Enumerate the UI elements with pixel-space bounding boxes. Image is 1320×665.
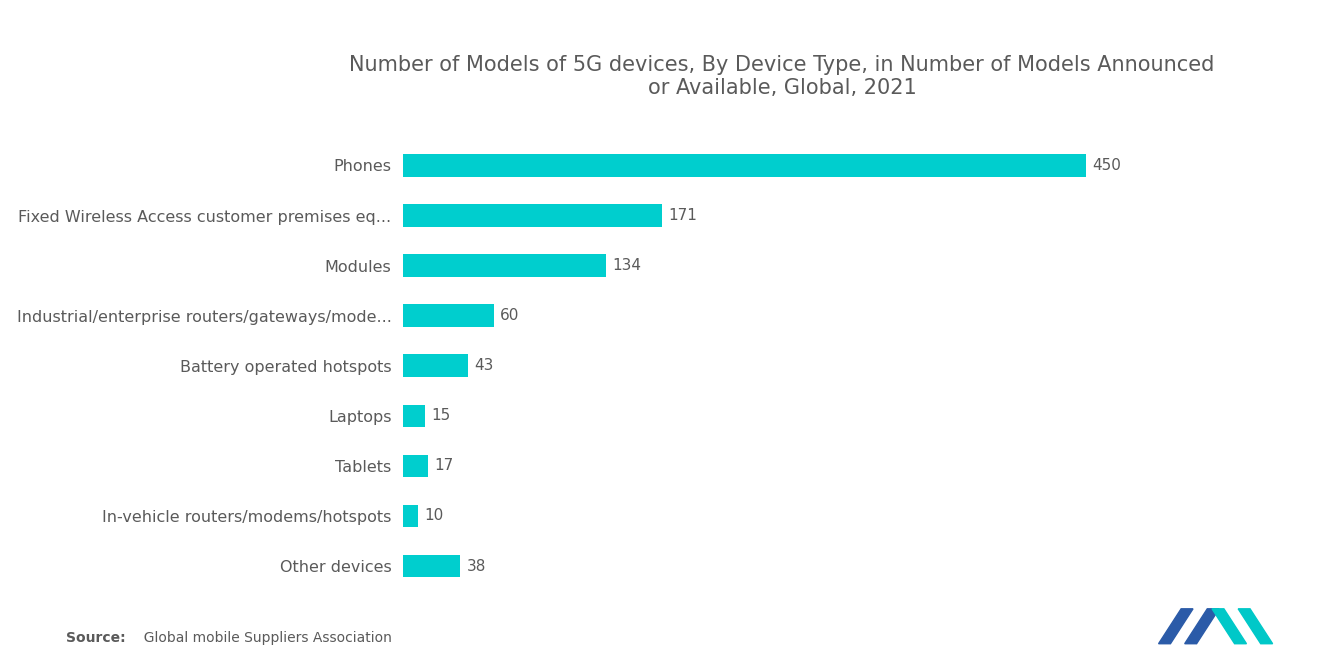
Text: 450: 450 [1092,158,1121,173]
Bar [403,354,467,377]
Bar [403,555,461,577]
Bar [403,204,663,227]
Bar [403,305,494,327]
Polygon shape [1238,609,1272,644]
Polygon shape [1185,609,1220,644]
Bar [403,404,425,427]
Bar [403,455,429,477]
Text: Global mobile Suppliers Association: Global mobile Suppliers Association [135,630,392,645]
Polygon shape [1159,609,1193,644]
Text: 134: 134 [612,258,642,273]
Bar [403,154,1085,177]
Text: Source:: Source: [66,630,125,645]
Bar [403,505,417,527]
Text: 38: 38 [466,559,486,574]
Polygon shape [1212,609,1246,644]
Text: 43: 43 [474,358,494,373]
Text: 10: 10 [424,509,444,523]
Bar [403,254,606,277]
Text: 17: 17 [434,458,454,473]
Text: 171: 171 [668,208,697,223]
Title: Number of Models of 5G devices, By Device Type, in Number of Models Announced
or: Number of Models of 5G devices, By Devic… [350,55,1214,98]
Text: 60: 60 [500,308,519,323]
Text: 15: 15 [432,408,450,424]
